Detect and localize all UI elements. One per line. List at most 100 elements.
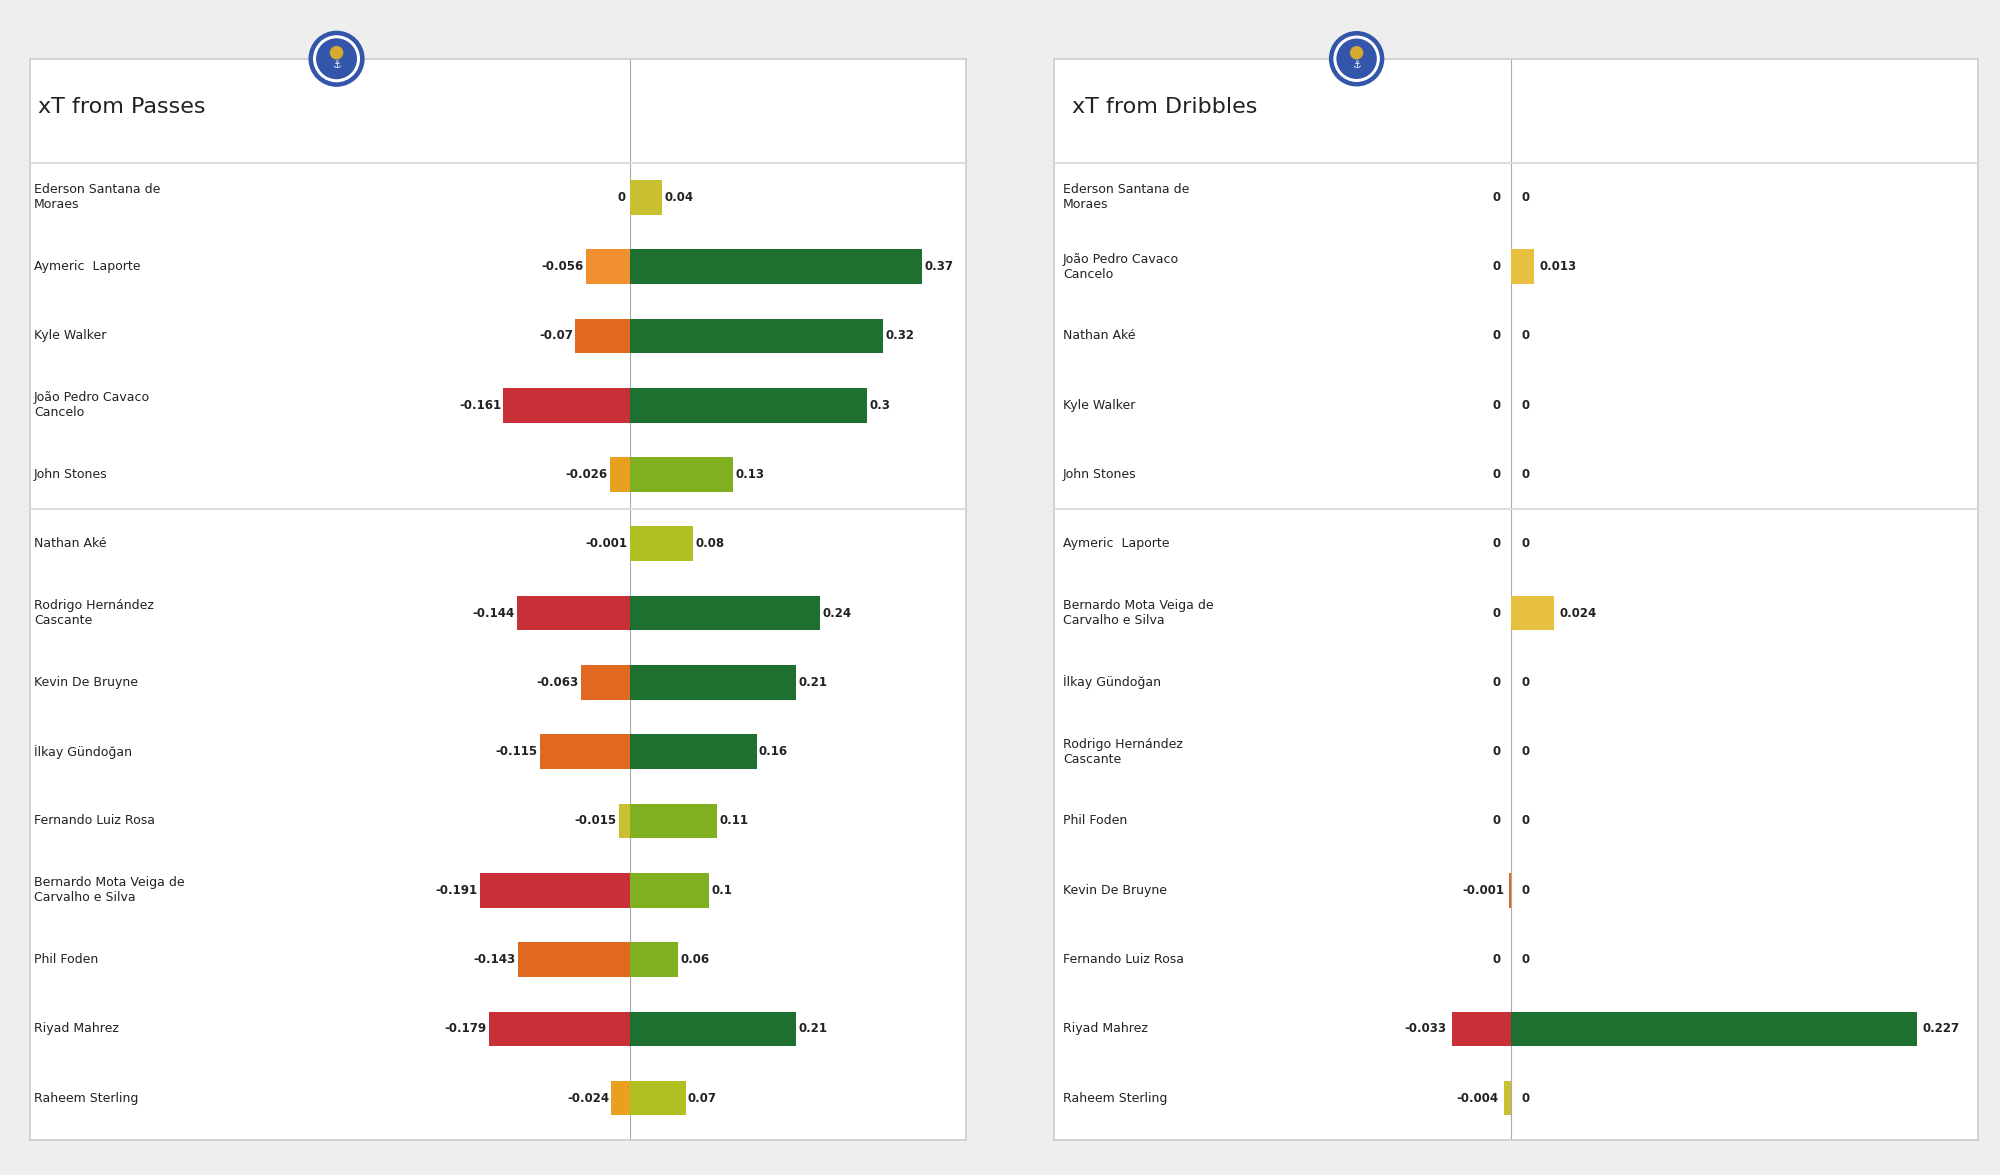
Text: Riyad Mahrez: Riyad Mahrez <box>1062 1022 1148 1035</box>
Text: -0.026: -0.026 <box>566 468 608 481</box>
Bar <box>576 318 630 354</box>
Bar <box>612 1081 630 1115</box>
Text: Aymeric  Laporte: Aymeric Laporte <box>1062 537 1170 550</box>
Text: Phil Foden: Phil Foden <box>34 953 98 966</box>
Text: Phil Foden: Phil Foden <box>1062 814 1128 827</box>
Text: 0.32: 0.32 <box>886 329 914 342</box>
Text: 0.37: 0.37 <box>924 260 954 273</box>
Text: 0: 0 <box>1522 884 1530 897</box>
Text: 0: 0 <box>1492 329 1500 342</box>
Text: Aymeric  Laporte: Aymeric Laporte <box>34 260 140 273</box>
Text: 0.11: 0.11 <box>720 814 748 827</box>
Text: 0: 0 <box>1522 468 1530 481</box>
Text: 0: 0 <box>1492 606 1500 619</box>
Text: 0: 0 <box>1522 745 1530 758</box>
Bar <box>1512 596 1554 631</box>
Text: 0.1: 0.1 <box>712 884 732 897</box>
Bar <box>630 388 868 423</box>
Text: Rodrigo Hernández
Cascante: Rodrigo Hernández Cascante <box>1062 738 1182 766</box>
Text: 0: 0 <box>1492 537 1500 550</box>
Text: -0.143: -0.143 <box>474 953 516 966</box>
Bar <box>630 665 796 700</box>
Text: 0: 0 <box>1492 260 1500 273</box>
Bar <box>516 596 630 631</box>
Text: Raheem Sterling: Raheem Sterling <box>1062 1092 1168 1104</box>
Text: -0.063: -0.063 <box>536 676 578 689</box>
Text: 0.16: 0.16 <box>758 745 788 758</box>
Text: João Pedro Cavaco
Cancelo: João Pedro Cavaco Cancelo <box>1062 253 1180 281</box>
Text: Ederson Santana de
Moraes: Ederson Santana de Moraes <box>1062 183 1190 212</box>
Text: -0.115: -0.115 <box>496 745 538 758</box>
Bar <box>630 318 882 354</box>
Text: -0.001: -0.001 <box>1462 884 1504 897</box>
Text: John Stones: John Stones <box>34 468 108 481</box>
Text: Bernardo Mota Veiga de
Carvalho e Silva: Bernardo Mota Veiga de Carvalho e Silva <box>34 877 184 905</box>
Text: 0: 0 <box>1522 190 1530 203</box>
Bar <box>480 873 630 907</box>
Bar <box>630 1081 686 1115</box>
Text: -0.161: -0.161 <box>458 398 502 411</box>
FancyBboxPatch shape <box>30 59 966 162</box>
Text: -0.144: -0.144 <box>472 606 514 619</box>
Text: João Pedro Cavaco
Cancelo: João Pedro Cavaco Cancelo <box>34 391 150 419</box>
Bar <box>630 1012 796 1046</box>
Text: 0: 0 <box>1522 953 1530 966</box>
Bar <box>540 734 630 768</box>
Text: 0: 0 <box>1522 329 1530 342</box>
Text: -0.179: -0.179 <box>444 1022 486 1035</box>
Bar <box>630 942 678 976</box>
Text: -0.004: -0.004 <box>1456 1092 1498 1104</box>
Text: 0.013: 0.013 <box>1540 260 1576 273</box>
Text: 0: 0 <box>1522 398 1530 411</box>
Text: 0: 0 <box>1492 190 1500 203</box>
Bar <box>580 665 630 700</box>
Text: -0.015: -0.015 <box>574 814 616 827</box>
Text: -0.056: -0.056 <box>542 260 584 273</box>
Bar <box>518 942 630 976</box>
Text: 0: 0 <box>1492 676 1500 689</box>
Text: 0: 0 <box>1522 814 1530 827</box>
Text: 0.024: 0.024 <box>1560 606 1596 619</box>
Text: 0.13: 0.13 <box>736 468 764 481</box>
Text: 0: 0 <box>1492 814 1500 827</box>
Text: -0.191: -0.191 <box>436 884 478 897</box>
Bar <box>630 180 662 215</box>
Text: 0.08: 0.08 <box>696 537 724 550</box>
Text: Riyad Mahrez: Riyad Mahrez <box>34 1022 118 1035</box>
Text: Ederson Santana de
Moraes: Ederson Santana de Moraes <box>34 183 160 212</box>
Text: 0: 0 <box>618 190 626 203</box>
Bar <box>610 457 630 492</box>
Text: -0.024: -0.024 <box>566 1092 610 1104</box>
Bar <box>630 734 756 768</box>
Bar <box>1512 1012 1918 1046</box>
Bar <box>618 804 630 838</box>
Bar <box>630 249 922 284</box>
Text: 0: 0 <box>1492 745 1500 758</box>
Text: Kyle Walker: Kyle Walker <box>34 329 106 342</box>
Text: John Stones: John Stones <box>1062 468 1136 481</box>
FancyBboxPatch shape <box>1054 59 1978 162</box>
Text: Nathan Aké: Nathan Aké <box>1062 329 1136 342</box>
Bar <box>630 596 820 631</box>
Text: -0.001: -0.001 <box>586 537 628 550</box>
Text: 0.06: 0.06 <box>680 953 710 966</box>
Text: 0.21: 0.21 <box>798 676 828 689</box>
Text: 0.3: 0.3 <box>870 398 890 411</box>
Text: 0: 0 <box>1522 1092 1530 1104</box>
Text: 0: 0 <box>1522 537 1530 550</box>
Text: -0.033: -0.033 <box>1404 1022 1446 1035</box>
Bar <box>504 388 630 423</box>
Text: 0.07: 0.07 <box>688 1092 716 1104</box>
Text: 0: 0 <box>1522 676 1530 689</box>
Text: Raheem Sterling: Raheem Sterling <box>34 1092 138 1104</box>
Text: Kevin De Bruyne: Kevin De Bruyne <box>34 676 138 689</box>
Text: 0.227: 0.227 <box>1922 1022 1960 1035</box>
Text: 0: 0 <box>1492 398 1500 411</box>
Bar <box>630 873 710 907</box>
Text: Fernando Luiz Rosa: Fernando Luiz Rosa <box>1062 953 1184 966</box>
Text: 0: 0 <box>1492 953 1500 966</box>
Text: xT from Passes: xT from Passes <box>38 98 206 118</box>
Text: -0.07: -0.07 <box>538 329 572 342</box>
Bar <box>1504 1081 1512 1115</box>
Bar <box>1452 1012 1512 1046</box>
